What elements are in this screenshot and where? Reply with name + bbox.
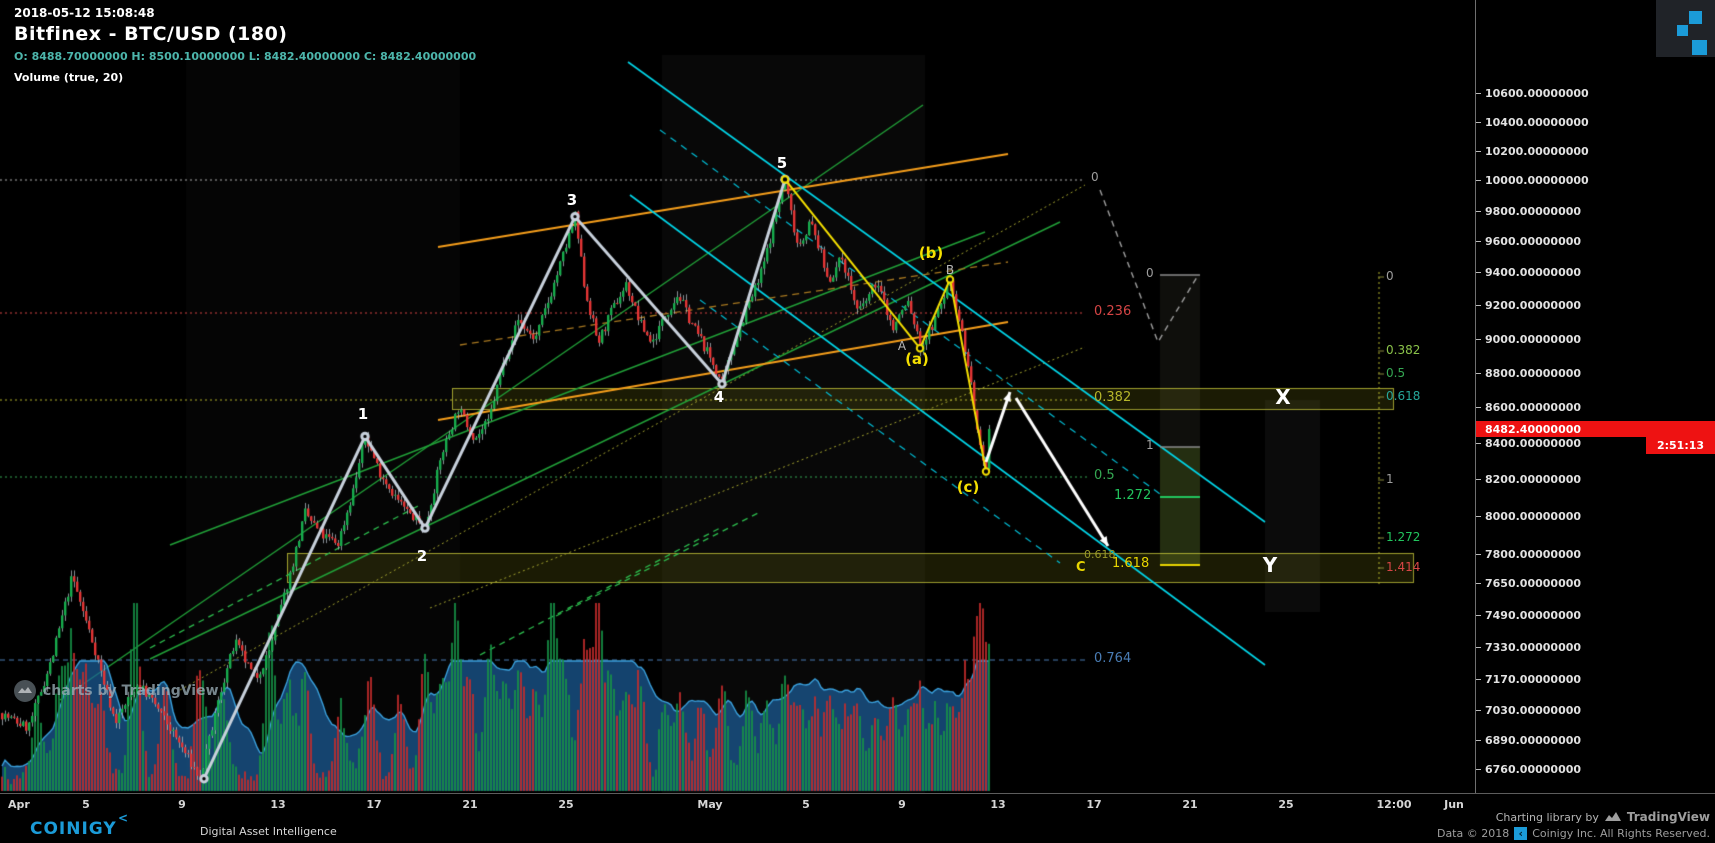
time-axis-label: 5 [82, 798, 90, 811]
price-axis-label: 7490.00000000 [1475, 609, 1582, 622]
time-axis-label: 25 [558, 798, 574, 811]
charting-library-credit[interactable]: Charting library by TradingView [1437, 810, 1710, 824]
price-axis-label: 9600.00000000 [1475, 235, 1582, 248]
coinigy-logo-tile[interactable] [1656, 0, 1715, 57]
time-axis-label: Apr [8, 798, 30, 811]
price-axis-label: 9400.00000000 [1475, 266, 1582, 279]
bar-countdown-value: 2:51:13 [1656, 439, 1705, 452]
copyright-line: Data © 2018 ‹ Coinigy Inc. All Rights Re… [1437, 827, 1710, 840]
price-axis-label: 7030.00000000 [1475, 704, 1582, 717]
time-axis-label: 25 [1278, 798, 1294, 811]
price-axis-label: 7650.00000000 [1475, 577, 1582, 590]
price-axis-label: 7800.00000000 [1475, 548, 1582, 561]
coinigy-brand-block[interactable]: < COINIGY [30, 811, 128, 839]
watermark-text: charts by TradingView [43, 683, 219, 699]
time-axis-label: 17 [1086, 798, 1102, 811]
time-axis-label: 9 [178, 798, 186, 811]
chart-plot-area[interactable]: 2018-05-12 15:08:48 Bitfinex - BTC/USD (… [0, 0, 1475, 793]
time-axis-label: May [697, 798, 723, 811]
price-axis-label: 8000.00000000 [1475, 510, 1582, 523]
data-copyright-text: Data © 2018 [1436, 827, 1510, 840]
time-axis-label: 13 [990, 798, 1006, 811]
last-price-badge: 8482.40000000 [1476, 421, 1715, 437]
price-axis-label: 9200.00000000 [1475, 299, 1582, 312]
price-axis-label: 10600.00000000 [1476, 87, 1589, 100]
time-axis-label: 21 [1182, 798, 1198, 811]
price-axis-label: 6760.00000000 [1475, 763, 1582, 776]
last-price-value: 8482.40000000 [1485, 423, 1582, 436]
price-axis-label: 8800.00000000 [1475, 367, 1582, 380]
time-axis-label: Jun [1444, 798, 1464, 811]
price-axis-label: 10200.00000000 [1476, 145, 1589, 158]
time-axis[interactable]: Apr 5 9 13 17 21 25 May 5 9 13 17 21 25 12:00 Jun [0, 793, 1715, 817]
coinigy-mark-square [1677, 25, 1688, 36]
price-axis-label: 8600.00000000 [1475, 401, 1582, 414]
price-axis-label: 7330.00000000 [1475, 641, 1582, 654]
coinigy-mark-square [1692, 40, 1707, 55]
tradingview-wordmark: TradingView [1626, 810, 1710, 824]
tradingview-logo-icon [14, 680, 36, 702]
price-axis-label: 10400.00000000 [1476, 116, 1589, 129]
coinigy-icon: ‹ [1514, 827, 1528, 840]
tradingview-logo-icon [1604, 811, 1621, 821]
footer-bar: < COINIGY Digital Asset Intelligence Cha… [0, 810, 1715, 843]
price-axis-label: 9800.00000000 [1475, 205, 1582, 218]
price-axis-label: 6890.00000000 [1475, 734, 1582, 747]
price-axis-label: 10000.00000000 [1476, 174, 1589, 187]
coinigy-mark-square [1689, 11, 1702, 24]
coinigy-brand-mark-icon: < [118, 811, 129, 825]
price-axis-label: 8400.00000000 [1475, 437, 1582, 450]
time-axis-label: 21 [462, 798, 478, 811]
tradingview-watermark[interactable]: charts by TradingView [14, 680, 219, 702]
charting-library-text: Charting library by [1495, 810, 1599, 824]
price-axis-label: 8200.00000000 [1475, 473, 1582, 486]
price-axis-label: 9000.00000000 [1475, 333, 1582, 346]
price-axis[interactable]: 8482.40000000 2:51:13 10600.00000000 1040… [1475, 0, 1715, 794]
rights-text: Coinigy Inc. All Rights Reserved. [1532, 827, 1710, 840]
bar-countdown-badge: 2:51:13 [1646, 437, 1715, 454]
time-axis-label: 17 [366, 798, 382, 811]
time-axis-label: 9 [898, 798, 906, 811]
price-axis-label: 7170.00000000 [1475, 673, 1582, 686]
coinigy-tagline: Digital Asset Intelligence [200, 825, 337, 838]
footer-credits: Charting library by TradingView Data © 2… [1437, 810, 1710, 840]
coinigy-brand: COINIGY [30, 819, 117, 839]
time-axis-label: 13 [270, 798, 286, 811]
time-axis-label: 12:00 [1376, 798, 1412, 811]
chart-canvas[interactable] [0, 0, 1475, 793]
time-axis-label: 5 [802, 798, 810, 811]
